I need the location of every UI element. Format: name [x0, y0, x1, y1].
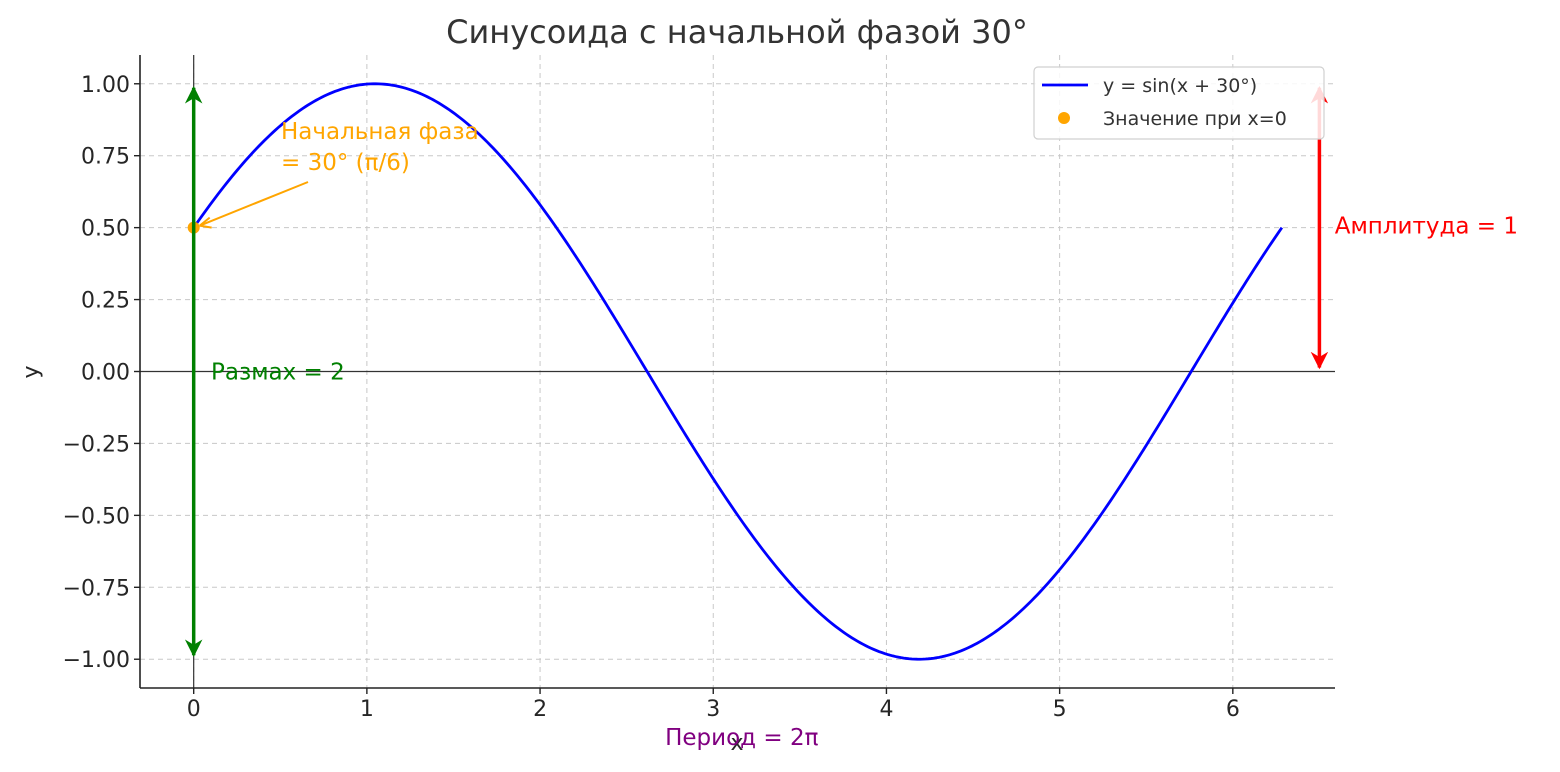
legend-box [1033, 66, 1325, 140]
x-tick-label: 5 [1053, 697, 1067, 722]
phase-arrow [199, 181, 309, 227]
annotations-layer: Размах = 2 Амплитуда = 1 Начальная фаза = 3… [184, 86, 1518, 751]
x-axis-ticks: 0 1 2 3 4 5 6 [187, 688, 1240, 722]
x-tick-label: 2 [533, 697, 547, 722]
y-tick-label: 0.75 [81, 145, 130, 170]
chart-title: Синусоида с начальной фазой 30° [446, 13, 1028, 51]
y-tick-label: 0.00 [81, 361, 130, 386]
y-tick-label: −0.75 [63, 576, 130, 601]
phase-label-line2: = 30° (π/6) [281, 150, 410, 176]
legend: y = sin(x + 30°) Значение при x=0 [1033, 66, 1325, 140]
y-axis-ticks: 1.00 0.75 0.50 0.25 0.00 −0.25 −0.50 −0.75 −1.00 [63, 73, 140, 673]
legend-point-swatch [1058, 112, 1070, 124]
y-axis-label: y [19, 365, 44, 378]
y-tick-label: −0.25 [63, 432, 130, 457]
y-tick-label: −1.00 [63, 648, 130, 673]
y-tick-label: −0.50 [63, 504, 130, 529]
y-tick-label: 0.25 [81, 289, 130, 314]
x-tick-label: 3 [706, 697, 720, 722]
legend-entry-point: Значение при x=0 [1103, 108, 1287, 130]
legend-entry-curve: y = sin(x + 30°) [1103, 75, 1257, 97]
y-tick-label: 0.50 [81, 217, 130, 242]
x-tick-label: 0 [187, 697, 201, 722]
y-tick-label: 1.00 [81, 73, 130, 98]
phase-arrowhead [199, 216, 212, 229]
x-tick-label: 1 [360, 697, 374, 722]
x-axis-label: x [730, 731, 743, 756]
range-label: Размах = 2 [211, 360, 345, 386]
x-tick-label: 4 [879, 697, 893, 722]
period-label: Период = 2π [665, 725, 818, 751]
sine-curve [192, 82, 1284, 661]
phase-label-line1: Начальная фаза [281, 119, 479, 145]
x-tick-label: 6 [1226, 697, 1240, 722]
amplitude-label: Амплитуда = 1 [1335, 214, 1518, 240]
